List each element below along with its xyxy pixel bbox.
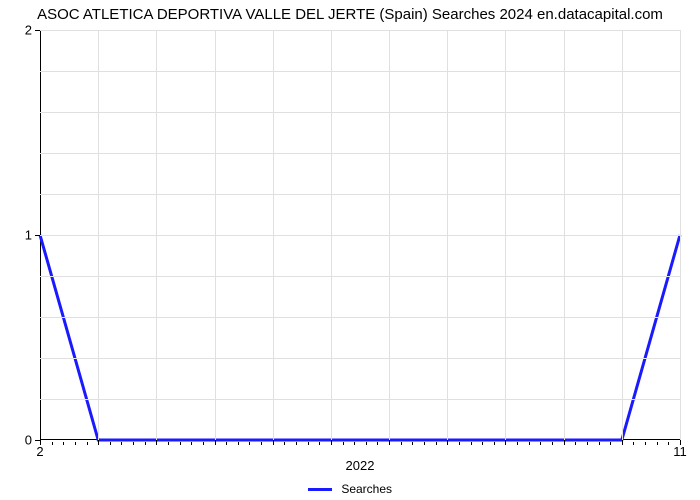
xtick-mark-minor — [249, 442, 250, 445]
xtick-mark-minor — [87, 442, 88, 445]
gridline-v — [680, 30, 681, 440]
xtick-mark-minor — [145, 442, 146, 445]
xtick-mark-minor — [645, 442, 646, 445]
gridline-v — [98, 30, 99, 440]
gridline-h-minor — [40, 153, 680, 154]
xtick-mark-minor — [587, 442, 588, 445]
gridline-h-minor — [40, 112, 680, 113]
xtick-mark-minor — [343, 442, 344, 445]
legend: Searches — [0, 482, 700, 496]
gridline-v — [389, 30, 390, 440]
gridline-v — [156, 30, 157, 440]
gridline-h — [40, 235, 680, 236]
xtick-label-last: 11 — [673, 444, 687, 459]
xtick-mark — [447, 440, 448, 445]
xtick-mark-minor — [424, 442, 425, 445]
xtick-mark-minor — [366, 442, 367, 445]
xtick-mark-minor — [401, 442, 402, 445]
xtick-mark-minor — [52, 442, 53, 445]
xtick-label-center: 2022 — [346, 458, 375, 473]
xtick-mark-minor — [482, 442, 483, 445]
gridline-v — [622, 30, 623, 440]
xtick-mark-minor — [203, 442, 204, 445]
gridline-h-minor — [40, 194, 680, 195]
xtick-mark-minor — [436, 442, 437, 445]
xtick-mark — [98, 440, 99, 445]
xtick-mark-minor — [238, 442, 239, 445]
xtick-mark-minor — [412, 442, 413, 445]
legend-label: Searches — [341, 482, 392, 496]
gridline-h-minor — [40, 399, 680, 400]
chart-container: ASOC ATLETICA DEPORTIVA VALLE DEL JERTE … — [0, 0, 700, 500]
xtick-mark-minor — [308, 442, 309, 445]
xtick-mark — [564, 440, 565, 445]
gridline-v — [505, 30, 506, 440]
xtick-mark-minor — [75, 442, 76, 445]
xtick-mark — [505, 440, 506, 445]
xtick-mark-minor — [575, 442, 576, 445]
ytick-label: 0 — [25, 433, 32, 448]
xtick-mark — [622, 440, 623, 445]
xtick-mark-minor — [180, 442, 181, 445]
gridline-v — [447, 30, 448, 440]
xtick-mark-minor — [284, 442, 285, 445]
xtick-mark-minor — [319, 442, 320, 445]
xtick-mark — [389, 440, 390, 445]
ytick-label: 2 — [25, 23, 32, 38]
gridline-v — [273, 30, 274, 440]
gridline-v — [564, 30, 565, 440]
xtick-mark-minor — [354, 442, 355, 445]
gridline-h-minor — [40, 358, 680, 359]
chart-title: ASOC ATLETICA DEPORTIVA VALLE DEL JERTE … — [0, 6, 700, 23]
gridline-v — [215, 30, 216, 440]
plot-area — [40, 30, 680, 440]
xtick-mark — [156, 440, 157, 445]
gridline-h — [40, 30, 680, 31]
xtick-mark-minor — [668, 442, 669, 445]
xtick-mark-minor — [121, 442, 122, 445]
xtick-mark — [331, 440, 332, 445]
xtick-mark — [215, 440, 216, 445]
xtick-mark-minor — [552, 442, 553, 445]
xtick-mark-minor — [471, 442, 472, 445]
xtick-mark — [273, 440, 274, 445]
xtick-mark-minor — [610, 442, 611, 445]
xtick-mark-minor — [494, 442, 495, 445]
xtick-mark-minor — [261, 442, 262, 445]
ytick-mark — [35, 235, 40, 236]
xtick-mark-minor — [226, 442, 227, 445]
xtick-mark-minor — [459, 442, 460, 445]
gridline-h-minor — [40, 71, 680, 72]
xtick-mark-minor — [63, 442, 64, 445]
xtick-mark-minor — [377, 442, 378, 445]
xtick-mark-minor — [633, 442, 634, 445]
gridline-h-minor — [40, 276, 680, 277]
gridline-h-minor — [40, 317, 680, 318]
xtick-mark-minor — [168, 442, 169, 445]
ytick-label: 1 — [25, 228, 32, 243]
ytick-mark — [35, 30, 40, 31]
xtick-mark-minor — [517, 442, 518, 445]
xtick-mark-minor — [133, 442, 134, 445]
xtick-mark-minor — [296, 442, 297, 445]
xtick-label-first: 2 — [36, 444, 43, 459]
xtick-mark-minor — [110, 442, 111, 445]
xtick-mark-minor — [191, 442, 192, 445]
xtick-mark-minor — [599, 442, 600, 445]
xtick-mark-minor — [657, 442, 658, 445]
xtick-mark-minor — [529, 442, 530, 445]
xtick-mark-minor — [540, 442, 541, 445]
legend-swatch — [308, 488, 332, 491]
gridline-v — [331, 30, 332, 440]
